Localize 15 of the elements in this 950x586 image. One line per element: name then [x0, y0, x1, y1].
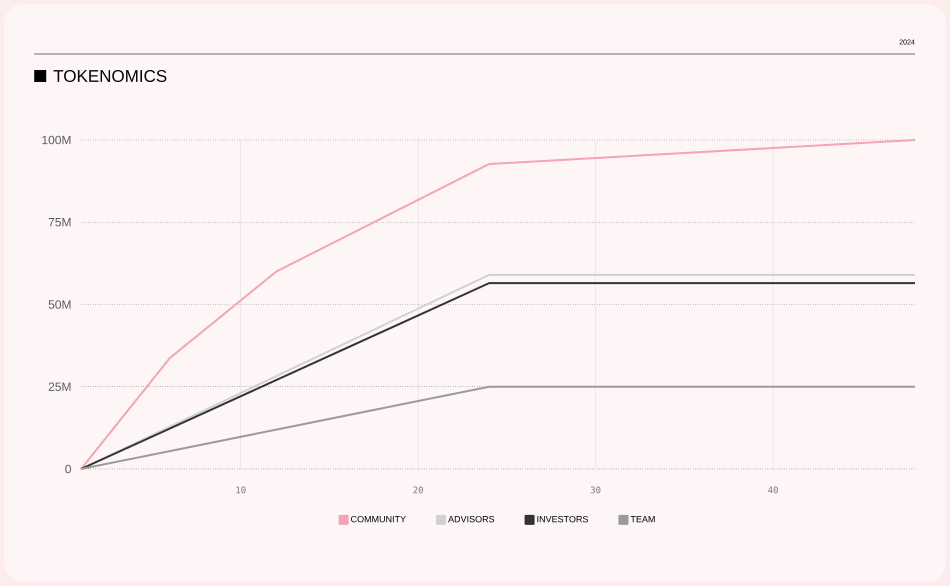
x-tick-label: 40 [768, 486, 778, 494]
line-series [80, 138, 916, 470]
legend-label: TEAM [630, 516, 655, 522]
chart-title: TOKENOMICS [54, 70, 166, 82]
y-tick-label: 75M [48, 218, 70, 226]
legend-label: INVESTORS [537, 516, 588, 522]
x-tick-label: 30 [590, 486, 600, 494]
legend-label: COMMUNITY [351, 516, 406, 522]
x-tick-label: 10 [236, 486, 246, 494]
y-tick-label: 25M [48, 382, 70, 391]
legend-label: ADVISORS [448, 516, 494, 522]
x-tick-label: 20 [413, 486, 423, 494]
y-tick-label: 50M [48, 300, 70, 309]
y-tick-label: 0 [65, 464, 72, 474]
y-tick-label: 100M [42, 136, 70, 144]
